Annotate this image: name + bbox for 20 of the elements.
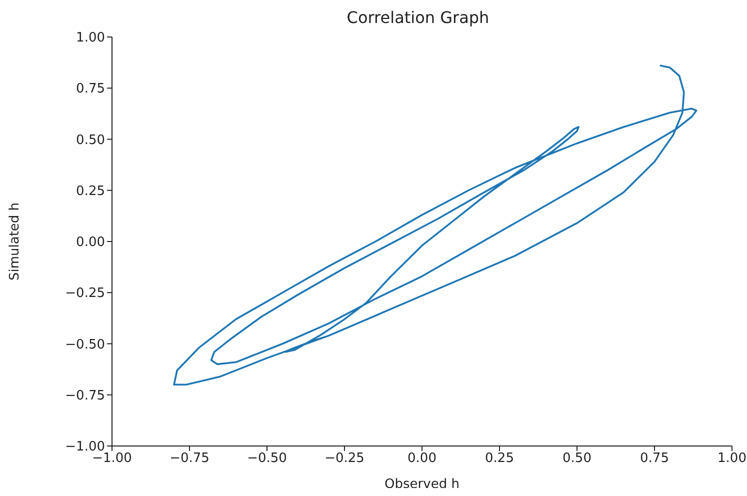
line-series [173,64,698,386]
y-tick-label: −0.75 [65,388,105,404]
chart-title: Correlation Graph [346,8,490,27]
x-tick-label: 1.00 [718,451,746,466]
y-tick-label: 1.00 [76,30,105,46]
x-tick-label: 0.75 [640,451,669,466]
x-tick-label: 0.25 [485,451,514,466]
y-axis-title: Simulated h [8,202,23,281]
y-tick-label: 0.25 [76,184,105,199]
y-tick-label: 0.00 [76,235,105,250]
x-tick-label: 0.00 [408,451,436,466]
x-tick-label: 0.50 [562,451,592,466]
y-tick-label: 0.50 [76,132,105,148]
y-tick-label: −0.25 [65,286,105,302]
x-axis-title: Observed h [384,477,460,492]
x-tick-label: −0.50 [247,451,287,466]
y-tick-label: −0.50 [65,337,105,352]
y-tick-label: 0.75 [76,82,105,97]
x-tick-label: −0.25 [324,451,364,466]
x-tick-label: −0.75 [170,451,210,466]
